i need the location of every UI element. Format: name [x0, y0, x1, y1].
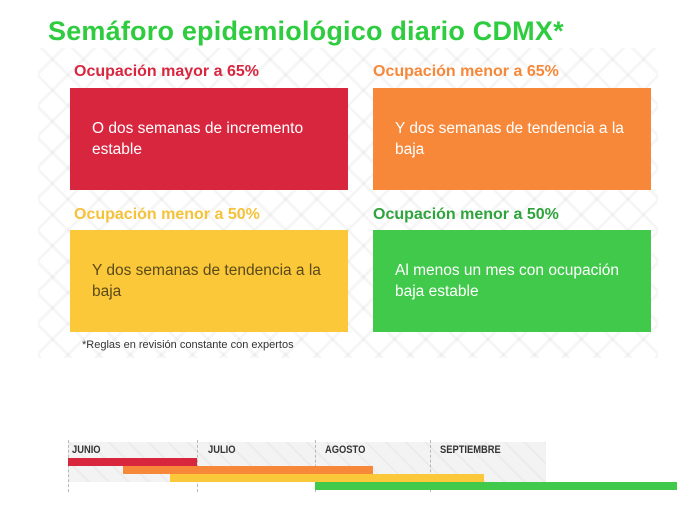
month-label-junio: JUNIO	[72, 444, 101, 456]
timeline-bar-green	[315, 482, 677, 490]
heading-red: Ocupación mayor a 65%	[74, 63, 259, 80]
month-label-septiembre: SEPTIEMBRE	[440, 444, 501, 456]
timeline-bar-yellow	[170, 474, 484, 482]
card-orange-text: Y dos semanas de tendencia a la baja	[395, 120, 624, 158]
card-orange: Y dos semanas de tendencia a la baja	[373, 88, 651, 190]
timeline-bar-orange	[123, 466, 373, 474]
heading-yellow: Ocupación menor a 50%	[74, 206, 260, 223]
card-yellow: Y dos semanas de tendencia a la baja	[70, 230, 348, 332]
month-label-agosto: AGOSTO	[325, 444, 366, 456]
card-yellow-text: Y dos semanas de tendencia a la baja	[92, 262, 321, 300]
timeline-separator	[68, 440, 69, 492]
card-red: O dos semanas de incremento estable	[70, 88, 348, 190]
card-green-text: Al menos un mes con ocupación baja estab…	[395, 262, 620, 300]
timeline-separator	[430, 440, 431, 492]
timeline-bar-red	[68, 458, 197, 466]
timeline: JUNIO JULIO AGOSTO SEPTIEMBRE	[68, 440, 680, 494]
card-red-text: O dos semanas de incremento estable	[92, 120, 304, 158]
card-green: Al menos un mes con ocupación baja estab…	[373, 230, 651, 332]
month-label-julio: JULIO	[208, 444, 236, 456]
heading-orange: Ocupación menor a 65%	[373, 63, 559, 80]
footnote: *Reglas en revisión constante con expert…	[82, 339, 294, 351]
heading-green: Ocupación menor a 50%	[373, 206, 559, 223]
page-title: Semáforo epidemiológico diario CDMX*	[48, 16, 564, 46]
